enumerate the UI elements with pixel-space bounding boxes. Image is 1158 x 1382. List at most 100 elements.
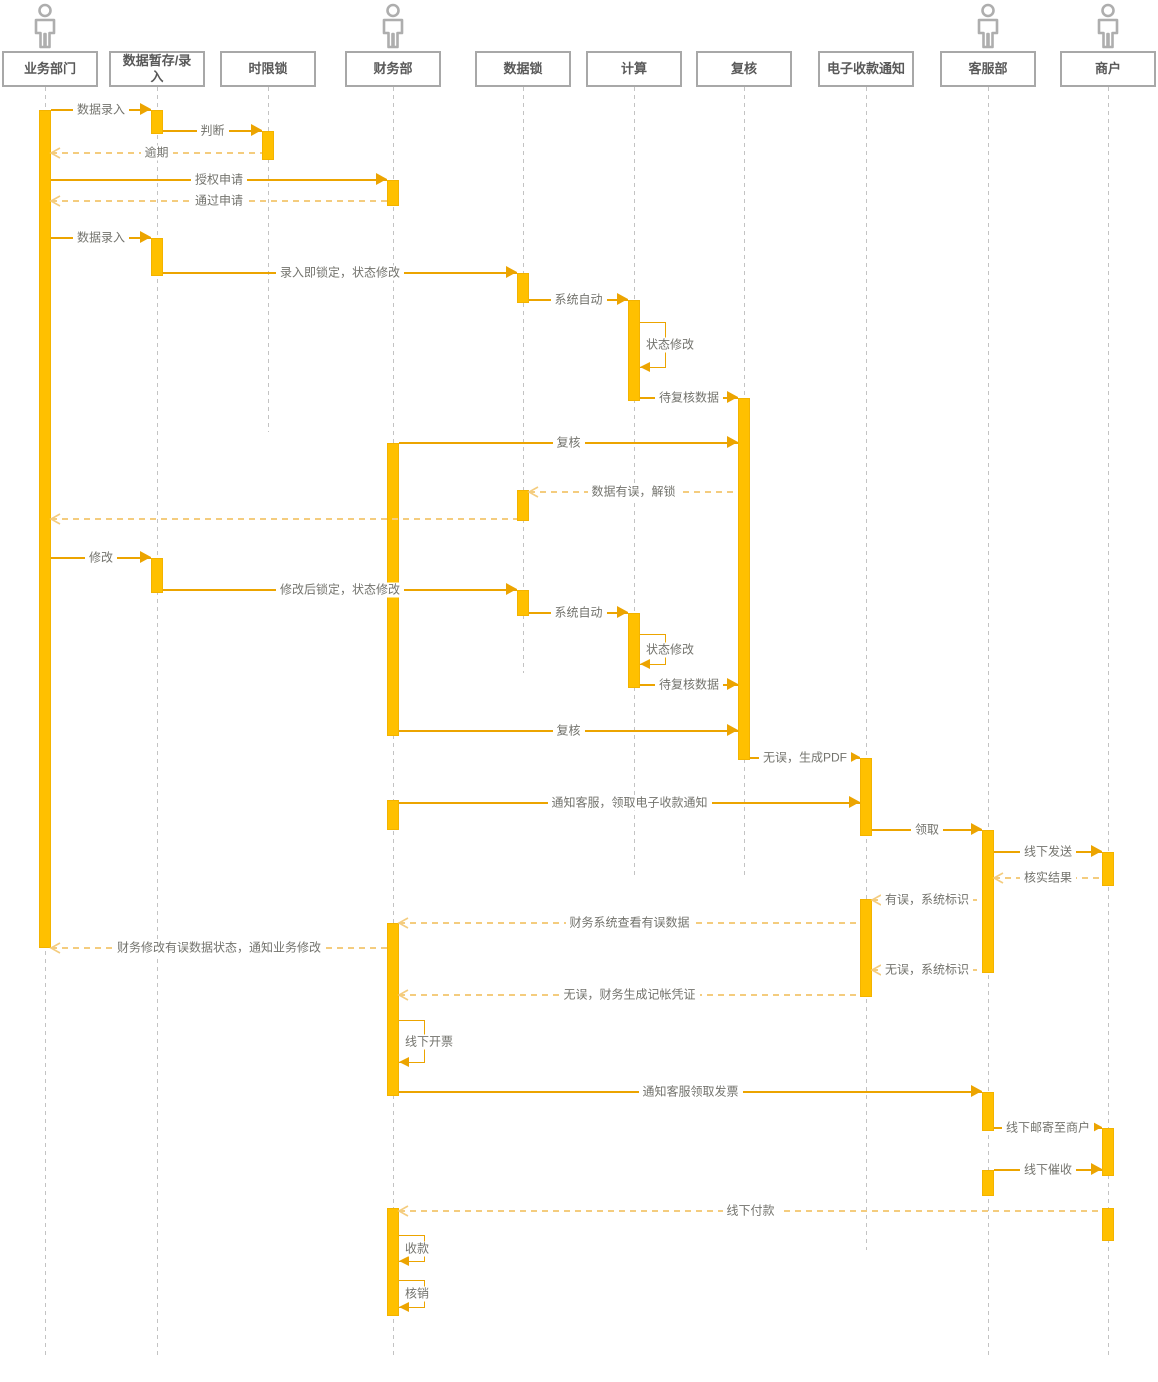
activation-bar: [982, 1092, 994, 1131]
actor-icon: [382, 3, 404, 49]
activation-bar: [387, 923, 399, 1096]
lifeline-header: 财务部: [345, 51, 441, 87]
arrowhead-icon: [397, 1204, 410, 1218]
activation-bar: [517, 490, 529, 521]
arrowhead-icon: [870, 963, 883, 977]
message-label: 有误，系统标识: [880, 892, 974, 908]
lifeline-title: 数据锁: [503, 61, 543, 77]
message-label: 数据录入: [72, 102, 130, 118]
arrowhead-icon: [399, 1057, 409, 1067]
lifeline-title: 计算: [620, 61, 647, 77]
activation-bar: [517, 273, 529, 303]
arrowhead-icon: [640, 659, 650, 669]
arrowhead-icon: [506, 583, 517, 595]
message-label: 无误，生成PDF: [758, 750, 852, 766]
message-label: 录入即锁定，状态修改: [275, 265, 405, 281]
lifeline-title: 复核: [730, 61, 757, 77]
arrowhead-icon: [251, 124, 262, 136]
arrowhead-icon: [727, 436, 738, 448]
lifeline: [267, 87, 269, 432]
lifeline-header: 电子收款通知: [818, 51, 914, 87]
arrowhead-icon: [397, 916, 410, 930]
lifeline: [865, 87, 867, 1250]
arrowhead-icon: [140, 551, 151, 563]
lifeline-title: 数据暂存/录入: [122, 53, 192, 84]
lifeline: [1107, 87, 1109, 1355]
activation-bar: [151, 558, 163, 593]
arrowhead-icon: [617, 606, 628, 618]
message-label: 待复核数据: [654, 677, 724, 693]
lifeline-title: 电子收款通知: [827, 61, 906, 77]
activation-bar: [151, 238, 163, 276]
message-label: 无误，财务生成记帐凭证: [559, 987, 700, 1003]
activation-bar: [628, 300, 640, 401]
message-label: 线下邮寄至商户: [1001, 1120, 1095, 1136]
message-label: 判断: [196, 123, 229, 139]
message-label: 通知客服，领取电子收款通知: [547, 795, 712, 811]
arrowhead-icon: [1091, 1163, 1102, 1175]
message-label: 数据录入: [72, 230, 130, 246]
activation-bar: [738, 398, 750, 760]
arrowhead-icon: [727, 724, 738, 736]
arrowhead-icon: [49, 194, 62, 208]
lifeline-header: 客服部: [940, 51, 1036, 87]
message-label: 逾期: [140, 145, 173, 161]
lifeline-header: 商户: [1060, 51, 1156, 87]
lifeline: [522, 87, 524, 673]
arrowhead-icon: [1091, 845, 1102, 857]
arrowhead-icon: [49, 146, 62, 160]
activation-bar: [1102, 852, 1114, 886]
lifeline-title: 时限锁: [248, 61, 288, 77]
activation-bar: [982, 1170, 994, 1196]
arrowhead-icon: [971, 823, 982, 835]
lifeline-header: 计算: [586, 51, 682, 87]
arrowhead-icon: [870, 893, 883, 907]
arrowhead-icon: [49, 512, 62, 526]
message-label: 待复核数据: [654, 390, 724, 406]
arrowhead-icon: [140, 103, 151, 115]
arrowhead-icon: [397, 988, 410, 1002]
message-label: 系统自动: [550, 605, 607, 621]
message-label: 领取: [910, 822, 944, 838]
arrowhead-icon: [399, 1302, 409, 1312]
message-label: 复核: [552, 435, 585, 451]
self-message-label: 核销: [403, 1286, 432, 1302]
activation-bar: [1102, 1128, 1114, 1176]
message-label: 复核: [552, 723, 585, 739]
arrowhead-icon: [399, 1256, 409, 1266]
message-arrow: [51, 518, 517, 520]
activation-bar: [387, 1208, 399, 1316]
actor-icon: [977, 3, 999, 49]
arrowhead-icon: [140, 231, 151, 243]
activation-bar: [860, 899, 872, 997]
arrowhead-icon: [376, 173, 387, 185]
lifeline-header: 时限锁: [220, 51, 316, 87]
activation-bar: [262, 131, 274, 160]
activation-bar: [982, 830, 994, 973]
arrowhead-icon: [849, 796, 860, 808]
arrowhead-icon: [506, 266, 517, 278]
message-label: 通过申请: [190, 193, 248, 209]
message-label: 线下催收: [1019, 1162, 1077, 1178]
lifeline-title: 业务部门: [23, 61, 76, 77]
message-label: 线下发送: [1019, 844, 1077, 860]
message-label: 无误，系统标识: [880, 962, 974, 978]
arrowhead-icon: [992, 871, 1005, 885]
activation-bar: [860, 758, 872, 836]
actor-icon: [1097, 3, 1119, 49]
lifeline: [987, 87, 989, 1355]
activation-bar: [151, 110, 163, 134]
activation-bar: [387, 800, 399, 830]
message-label: 授权申请: [190, 172, 248, 188]
lifeline: [633, 87, 635, 875]
arrowhead-icon: [727, 391, 738, 403]
arrowhead-icon: [727, 678, 738, 690]
self-message-label: 收款: [403, 1241, 432, 1256]
lifeline: [156, 87, 158, 1355]
message-label: 通知客服领取发票: [638, 1084, 743, 1100]
arrowhead-icon: [1091, 1121, 1102, 1133]
message-label: 线下付款: [722, 1203, 779, 1219]
activation-bar: [39, 110, 51, 948]
message-label: 财务系统查看有误数据: [565, 915, 694, 931]
